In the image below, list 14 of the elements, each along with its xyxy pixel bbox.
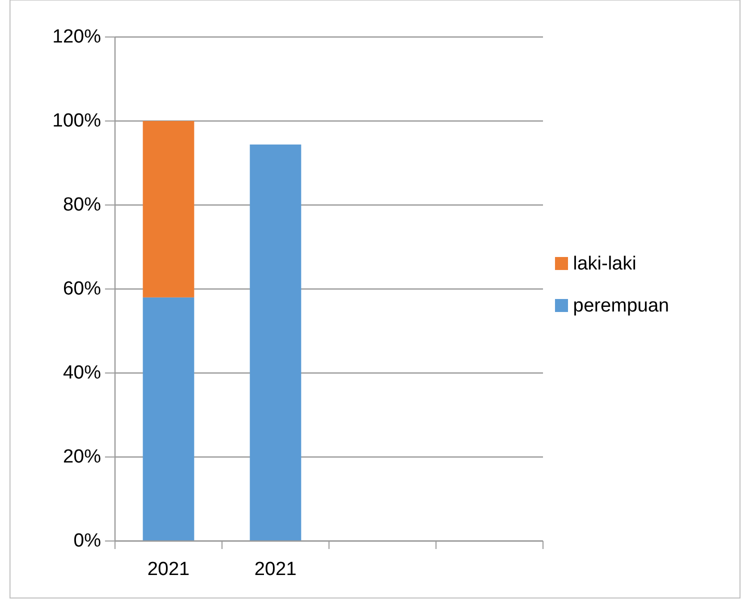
legend-label: perempuan bbox=[573, 296, 670, 316]
bar bbox=[250, 144, 302, 541]
y-tick-label: 60% bbox=[62, 278, 102, 300]
x-tick-label: 2021 bbox=[254, 559, 297, 580]
y-tick-label: 0% bbox=[74, 530, 102, 552]
y-tick-label: 40% bbox=[62, 362, 102, 384]
bar bbox=[142, 121, 194, 298]
y-tick-label: 120% bbox=[52, 26, 102, 48]
y-tick-label: 20% bbox=[62, 446, 102, 468]
y-tick-label: 100% bbox=[52, 110, 102, 132]
bar bbox=[142, 297, 194, 541]
y-tick-label: 80% bbox=[62, 194, 102, 216]
x-tick-label: 2021 bbox=[147, 559, 190, 580]
legend-label: laki-laki bbox=[573, 254, 636, 274]
